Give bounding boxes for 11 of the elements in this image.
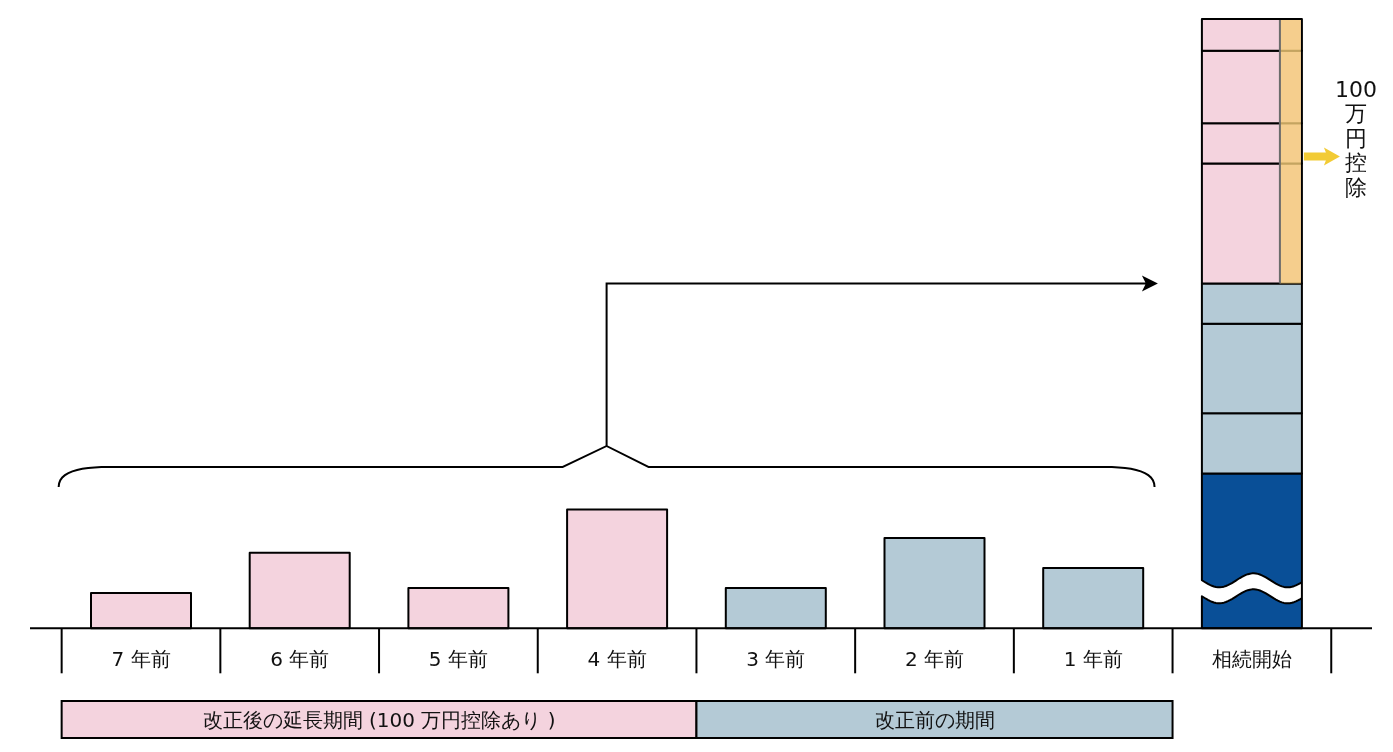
x-tick-label: 4 年前 bbox=[587, 647, 647, 672]
x-tick-label: 5 年前 bbox=[428, 647, 488, 672]
annotation: 100万円控除 bbox=[1334, 76, 1377, 200]
text: 改正後の延長期間 (100 万円控除あり ) bbox=[202, 708, 556, 732]
x-tick-label: 6 年前 bbox=[270, 647, 330, 672]
x-tick-label: 3 年前 bbox=[746, 647, 806, 672]
x-tick-label: 2 年前 bbox=[904, 647, 965, 672]
x-tick-label: 7 年前 bbox=[111, 647, 171, 672]
x-tick-label: 相続開始 bbox=[1211, 647, 1292, 672]
x-tick-label: 1 年前 bbox=[1063, 647, 1123, 672]
text: 改正前の期間 bbox=[874, 708, 995, 732]
